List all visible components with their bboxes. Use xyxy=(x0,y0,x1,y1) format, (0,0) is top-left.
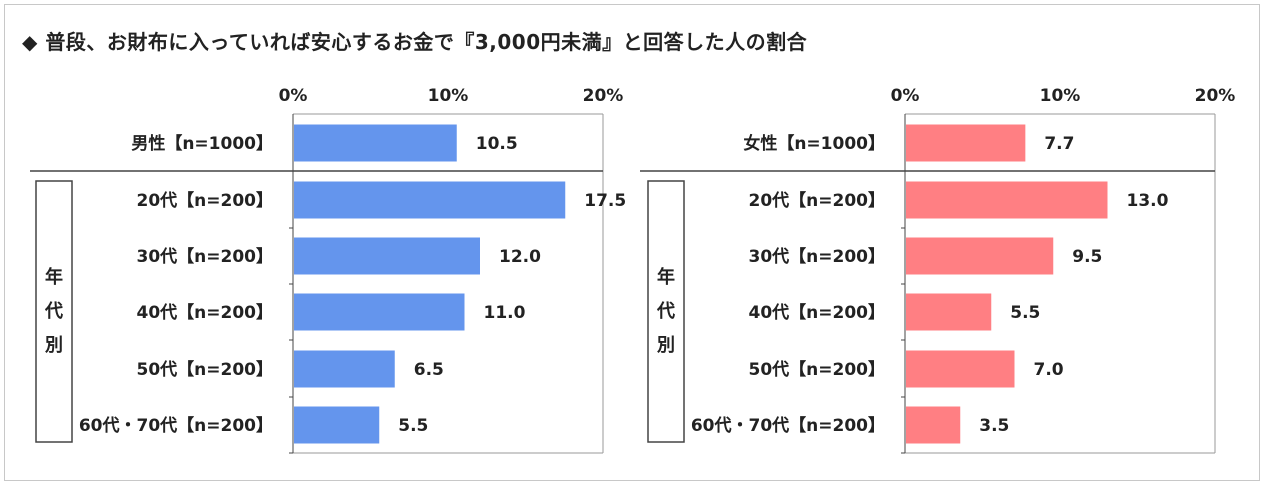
female-value-label: 9.5 xyxy=(1072,247,1102,267)
male-value-label: 6.5 xyxy=(414,360,444,380)
chart-title: ◆ 普段、お財布に入っていれば安心するお金で『3,000円未満』と回答した人の割… xyxy=(22,30,808,54)
female-tick-label: 20% xyxy=(1195,86,1236,106)
male-value-label: 12.0 xyxy=(499,247,541,267)
female-category-label: 30代【n=200】 xyxy=(749,246,886,267)
chart-frame xyxy=(4,4,1260,481)
female-age-group-label: 年 xyxy=(657,266,675,288)
female-value-label: 7.0 xyxy=(1034,360,1064,380)
female-category-label: 50代【n=200】 xyxy=(749,359,886,380)
female-bar xyxy=(906,124,1026,162)
male-category-label: 40代【n=200】 xyxy=(137,302,274,323)
female-category-label: 60代・70代【n=200】 xyxy=(691,415,885,436)
male-tick-label: 10% xyxy=(428,86,469,106)
male-age-group-label: 代 xyxy=(44,301,63,322)
male-age-group-label: 年 xyxy=(45,266,63,288)
male-value-label: 10.5 xyxy=(476,134,518,154)
male-bar xyxy=(294,124,457,162)
male-age-group-box xyxy=(35,180,73,443)
male-bar xyxy=(294,181,566,219)
female-age-group-label: 別 xyxy=(657,335,675,356)
male-tick-label: 20% xyxy=(583,86,624,106)
male-bar xyxy=(294,237,480,275)
male-category-label: 20代【n=200】 xyxy=(137,190,274,211)
female-category-label: 女性【n=1000】 xyxy=(743,133,885,154)
female-bar xyxy=(906,293,992,331)
male-category-label: 男性【n=1000】 xyxy=(131,133,273,154)
female-bar xyxy=(906,181,1108,219)
female-value-label: 5.5 xyxy=(1010,303,1040,323)
female-tick-label: 0% xyxy=(891,86,920,106)
female-category-label: 40代【n=200】 xyxy=(749,302,886,323)
female-bar xyxy=(906,406,961,444)
male-bar xyxy=(294,406,380,444)
female-age-group-label: 代 xyxy=(656,301,675,322)
female-bar xyxy=(906,237,1054,275)
female-age-group-box xyxy=(647,180,685,443)
female-tick-label: 10% xyxy=(1040,86,1081,106)
male-category-label: 60代・70代【n=200】 xyxy=(79,415,273,436)
female-value-label: 7.7 xyxy=(1044,134,1074,154)
female-value-label: 3.5 xyxy=(979,416,1009,436)
male-value-label: 5.5 xyxy=(398,416,428,436)
male-bar xyxy=(294,293,465,331)
male-tick-label: 0% xyxy=(279,86,308,106)
male-category-label: 30代【n=200】 xyxy=(137,246,274,267)
female-bar xyxy=(906,350,1015,388)
male-value-label: 17.5 xyxy=(584,191,626,211)
male-age-group-label: 別 xyxy=(45,335,63,356)
female-category-label: 20代【n=200】 xyxy=(749,190,886,211)
male-value-label: 11.0 xyxy=(484,303,526,323)
male-category-label: 50代【n=200】 xyxy=(137,359,274,380)
female-value-label: 13.0 xyxy=(1127,191,1169,211)
male-bar xyxy=(294,350,395,388)
